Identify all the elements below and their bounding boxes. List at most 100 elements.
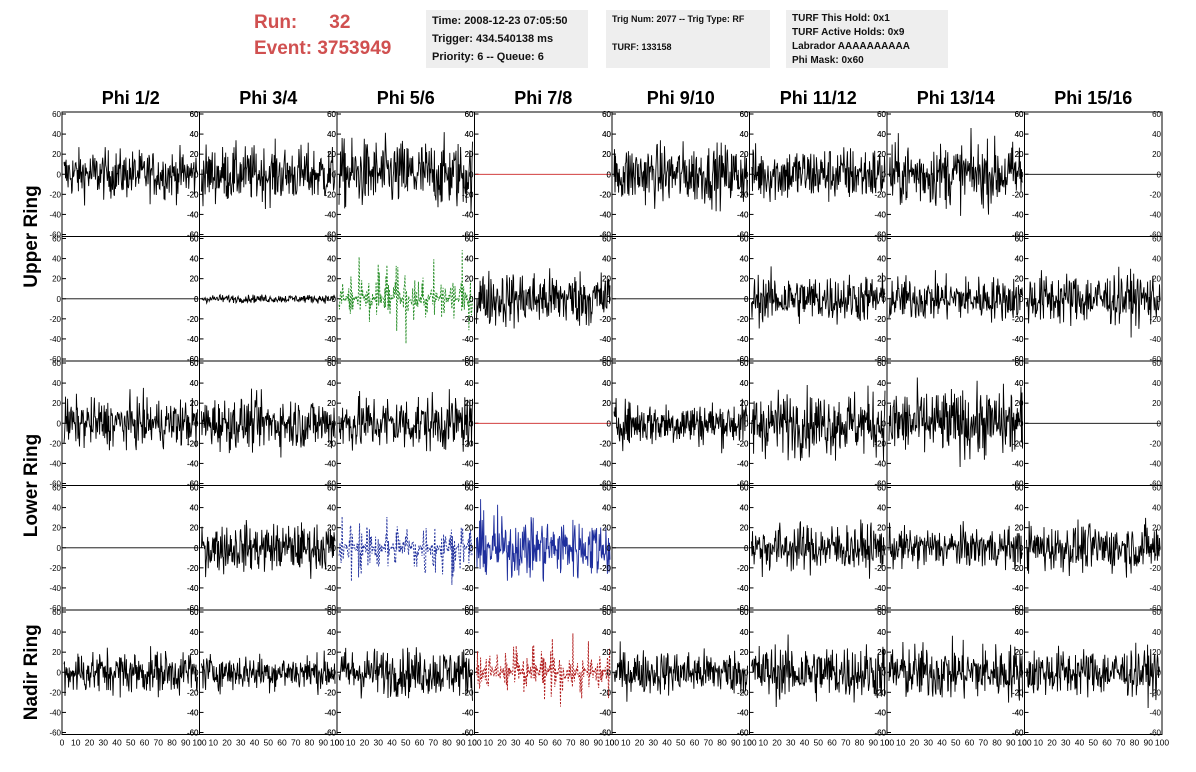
y-tick-label: 0 (1019, 170, 1024, 179)
y-tick-label: 20 (740, 275, 749, 284)
y-tick-label: -20 (462, 190, 474, 199)
y-tick-label: -60 (599, 729, 611, 738)
y-tick-label: 20 (602, 399, 611, 408)
x-tick-label: 20 (497, 738, 507, 748)
y-tick-label: 0 (1019, 544, 1024, 553)
y-tick-label: 60 (602, 110, 611, 119)
waveform-trace (888, 521, 1023, 571)
y-tick-label: -40 (1012, 210, 1024, 219)
y-tick-label: 0 (469, 295, 474, 304)
y-tick-label: -60 (462, 480, 474, 489)
y-tick-label: -40 (462, 335, 474, 344)
run-event-box: Run: 32 Event: 3753949 (254, 10, 391, 62)
waveform-trace (751, 266, 886, 329)
y-tick-label: -20 (1012, 439, 1024, 448)
y-tick-label: 20 (190, 399, 199, 408)
y-tick-label: 20 (327, 648, 336, 657)
y-tick-label: -20 (324, 688, 336, 697)
y-tick-label: 40 (465, 379, 474, 388)
y-tick-label: -40 (187, 459, 199, 468)
y-tick-label: -20 (874, 315, 886, 324)
y-tick-label: -40 (737, 210, 749, 219)
column-title: Phi 11/12 (780, 88, 857, 108)
y-tick-label: -40 (1012, 335, 1024, 344)
turf-text: TURF: 133158 (612, 42, 672, 52)
y-tick-label: -60 (462, 355, 474, 364)
y-tick-label: 0 (332, 668, 337, 677)
y-tick-label: 60 (327, 359, 336, 368)
x-tick-label: 50 (676, 738, 686, 748)
y-tick-label: -20 (462, 688, 474, 697)
y-tick-label: -20 (599, 190, 611, 199)
y-tick-label: -40 (462, 459, 474, 468)
y-tick-label: 60 (602, 110, 611, 119)
y-tick-label: -60 (49, 480, 61, 489)
y-tick-label: 60 (602, 608, 611, 617)
y-tick-label: -40 (324, 584, 336, 593)
x-tick-label: 70 (841, 738, 851, 748)
y-tick-label: -60 (1149, 604, 1161, 613)
y-tick-label: -60 (49, 231, 61, 240)
y-tick-label: 40 (740, 255, 749, 264)
y-tick-label: -60 (874, 604, 886, 613)
y-tick-label: -60 (1012, 231, 1024, 240)
y-tick-label: -40 (187, 708, 199, 717)
y-tick-label: -20 (324, 315, 336, 324)
y-tick-label: 20 (740, 150, 749, 159)
run-line: Run: 32 (254, 10, 391, 36)
y-tick-label: 60 (1015, 608, 1024, 617)
y-tick-label: -20 (324, 190, 336, 199)
y-tick-label: -40 (187, 584, 199, 593)
y-tick-label: 60 (52, 359, 61, 368)
y-tick-label: 60 (740, 235, 749, 244)
y-tick-label: 40 (602, 504, 611, 513)
x-tick-label: 0 (60, 738, 65, 748)
y-tick-label: -40 (599, 708, 611, 717)
y-tick-label: 60 (1152, 235, 1161, 244)
y-tick-label: 20 (877, 524, 886, 533)
y-tick-label: -20 (462, 315, 474, 324)
y-tick-label: -20 (599, 564, 611, 573)
y-tick-label: -60 (187, 604, 199, 613)
x-tick-label: 20 (772, 738, 782, 748)
x-tick-label: 60 (965, 738, 975, 748)
y-tick-label: -60 (599, 729, 611, 738)
y-tick-label: -60 (324, 604, 336, 613)
y-tick-label: 0 (607, 544, 612, 553)
y-tick-label: 40 (52, 628, 61, 637)
y-tick-label: -60 (462, 231, 474, 240)
y-tick-label: 60 (740, 359, 749, 368)
y-tick-label: 0 (332, 544, 337, 553)
x-tick-label: 40 (112, 738, 122, 748)
waveform-trace (613, 140, 748, 212)
y-tick-label: -20 (874, 439, 886, 448)
y-tick-label: -60 (874, 480, 886, 489)
y-tick-label: 20 (740, 524, 749, 533)
y-tick-label: -60 (737, 355, 749, 364)
y-tick-label: -60 (324, 231, 336, 240)
y-tick-label: 40 (465, 628, 474, 637)
y-tick-label: 20 (1015, 648, 1024, 657)
event-line: Event: 3753949 (254, 36, 391, 62)
y-tick-label: -40 (1012, 708, 1024, 717)
y-tick-label: 40 (1015, 379, 1024, 388)
y-tick-label: -40 (599, 210, 611, 219)
y-tick-label: -20 (324, 564, 336, 573)
x-tick-label: 60 (277, 738, 287, 748)
y-tick-label: -20 (324, 439, 336, 448)
y-tick-label: 60 (1015, 359, 1024, 368)
y-tick-label: 60 (465, 235, 474, 244)
